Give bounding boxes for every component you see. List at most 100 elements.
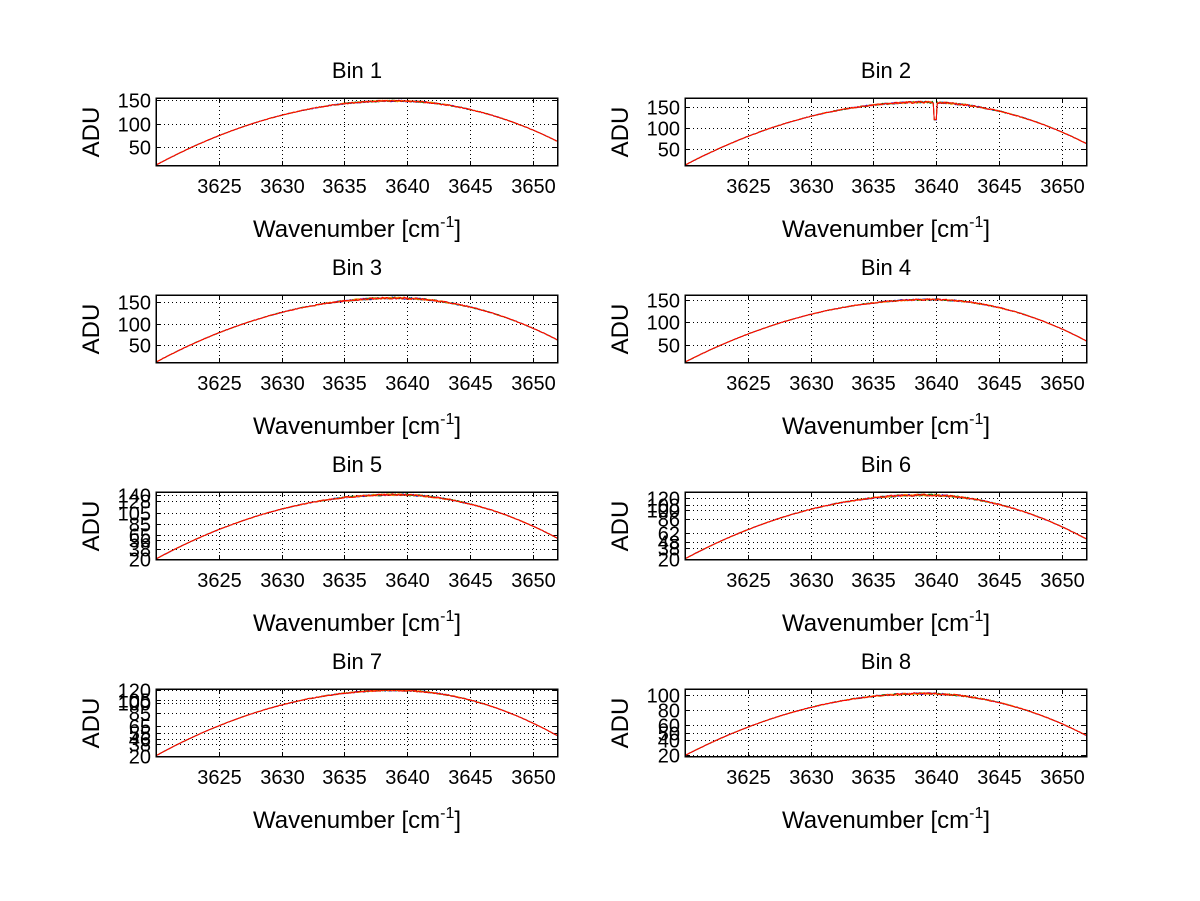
y-tick-label: 20: [129, 550, 151, 572]
y-tick-label: 46: [129, 730, 151, 752]
x-tick-label: 3645: [448, 176, 493, 198]
x-axis-label: Wavenumber [cm-1]: [782, 411, 990, 440]
x-tick-label: 3640: [385, 176, 430, 198]
plot-border: [156, 98, 558, 166]
subplot-title: Bin 7: [332, 649, 382, 674]
y-tick-label: 100: [118, 115, 151, 137]
y-tick-label: 50: [658, 336, 680, 358]
subplot-6: 3625 3630 3635 3640 3645 3650 2038486286100108…: [607, 452, 1088, 637]
subplot-title: Bin 8: [861, 649, 911, 674]
x-tick-label: 3640: [914, 767, 959, 789]
x-tick-label: 3630: [789, 767, 834, 789]
plot-border: [685, 689, 1087, 757]
y-tick-label: 150: [647, 291, 680, 313]
series-line-4: [685, 298, 1087, 363]
x-tick-label: 3645: [448, 570, 493, 592]
x-axis-label: Wavenumber [cm-1]: [782, 214, 990, 243]
series-line-4: [156, 493, 558, 560]
x-tick-label: 3635: [322, 570, 367, 592]
plot-border: [156, 295, 558, 363]
x-tick-label: 3650: [511, 176, 556, 198]
x-tick-label: 3625: [197, 373, 242, 395]
y-tick-label: 150: [118, 293, 151, 315]
y-axis-label: ADU: [607, 501, 634, 552]
y-tick-label: 128: [118, 492, 151, 514]
x-tick-label: 3645: [448, 767, 493, 789]
x-axis-label: Wavenumber [cm-1]: [782, 608, 990, 637]
y-tick-label: 80: [658, 701, 680, 723]
y-tick-label: 100: [118, 315, 151, 337]
subplot-title: Bin 2: [861, 58, 911, 83]
y-tick-label: 38: [129, 540, 151, 562]
plot-area: [684, 491, 1088, 561]
x-tick-label: 3640: [914, 570, 959, 592]
x-tick-label: 3625: [726, 570, 771, 592]
subplot-7: 3625 3630 3635 3640 3645 3650 2038465565851001…: [78, 649, 559, 834]
y-tick-label: 62: [658, 524, 680, 546]
x-tick-label: 3630: [789, 570, 834, 592]
plot-border: [685, 98, 1087, 166]
y-tick-label: 38: [129, 735, 151, 757]
x-tick-label: 3640: [385, 767, 430, 789]
x-tick-label: 3650: [1040, 176, 1085, 198]
plot-area: [684, 97, 1088, 167]
x-tick-label: 3635: [322, 767, 367, 789]
y-tick-label: 100: [118, 694, 151, 716]
y-axis-label: ADU: [78, 107, 105, 158]
subplot-5: 3625 3630 3635 3640 3645 3650 2038566585105128…: [78, 452, 559, 637]
series-line-4: [685, 100, 1087, 166]
y-tick-label: 108: [647, 496, 680, 518]
y-tick-label: 65: [129, 526, 151, 548]
series-line-4: [685, 692, 1087, 756]
y-tick-label: 50: [129, 336, 151, 358]
y-tick-label: 50: [658, 724, 680, 746]
x-tick-label: 3635: [851, 570, 896, 592]
y-tick-label: 48: [658, 533, 680, 555]
x-tick-label: 3625: [197, 767, 242, 789]
y-tick-label: 50: [658, 140, 680, 162]
y-tick-label: 20: [658, 746, 680, 768]
y-tick-label: 20: [658, 550, 680, 572]
y-tick-label: 38: [658, 539, 680, 561]
x-tick-label: 3630: [789, 176, 834, 198]
y-tick-label: 105: [118, 691, 151, 713]
y-tick-label: 120: [647, 489, 680, 511]
series-line-4: [156, 296, 558, 363]
plot-area: [155, 688, 559, 758]
y-axis-label: ADU: [607, 698, 634, 749]
plot-area: [155, 294, 559, 364]
y-axis-label: ADU: [78, 304, 105, 355]
x-axis-label: Wavenumber [cm-1]: [782, 805, 990, 834]
y-tick-label: 150: [118, 91, 151, 113]
y-axis-label: ADU: [607, 304, 634, 355]
y-tick-label: 86: [658, 510, 680, 532]
x-tick-label: 3645: [977, 373, 1022, 395]
x-tick-label: 3635: [851, 373, 896, 395]
x-tick-label: 3625: [197, 176, 242, 198]
y-tick-label: 150: [647, 98, 680, 120]
x-tick-label: 3645: [977, 570, 1022, 592]
x-tick-label: 3640: [385, 570, 430, 592]
x-axis-label: Wavenumber [cm-1]: [253, 411, 461, 440]
y-tick-label: 55: [129, 724, 151, 746]
subplot-title: Bin 3: [332, 255, 382, 280]
series-line-4: [156, 689, 558, 757]
plot-border: [685, 295, 1087, 363]
subplot-title: Bin 5: [332, 452, 382, 477]
y-tick-label: 56: [129, 531, 151, 553]
x-tick-label: 3635: [322, 373, 367, 395]
plot-border: [685, 492, 1087, 560]
x-tick-label: 3630: [260, 176, 305, 198]
plot-border: [156, 689, 558, 757]
y-tick-label: 100: [647, 119, 680, 141]
y-tick-label: 65: [129, 717, 151, 739]
x-tick-label: 3650: [511, 570, 556, 592]
x-tick-label: 3630: [260, 767, 305, 789]
x-tick-label: 3630: [260, 373, 305, 395]
x-tick-label: 3645: [448, 373, 493, 395]
